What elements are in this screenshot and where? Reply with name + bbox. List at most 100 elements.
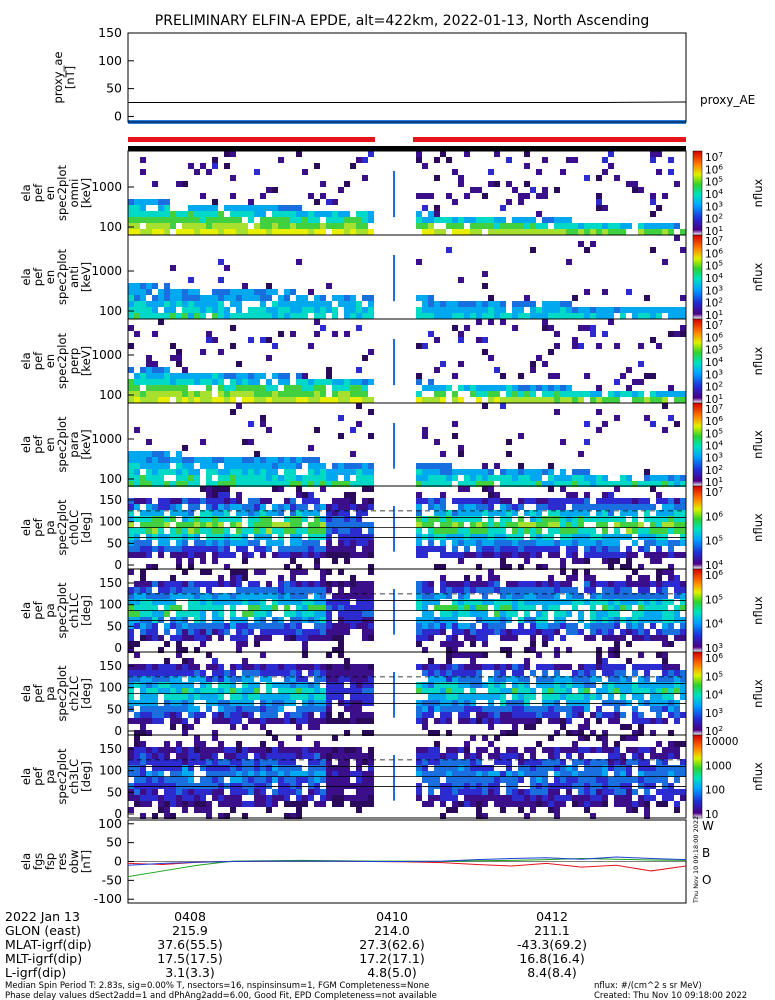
heatmap-cell <box>500 516 506 522</box>
heatmap-cell <box>542 617 548 623</box>
heatmap-cell <box>230 605 236 611</box>
heatmap-cell <box>242 789 248 795</box>
heatmap-cell <box>440 307 446 313</box>
colorbar-tick-label: 101 <box>705 224 723 238</box>
heatmap-cell <box>176 777 182 783</box>
heatmap-cell <box>518 753 524 759</box>
heatmap-cell <box>242 641 248 647</box>
heatmap-cell <box>290 223 296 229</box>
heatmap-cell <box>362 801 368 807</box>
heatmap-cell <box>572 599 578 605</box>
heatmap-cell <box>416 516 422 522</box>
heatmap-cell <box>266 801 272 807</box>
heatmap-cell <box>242 623 248 629</box>
heatmap-cell <box>428 581 434 587</box>
heatmap-cell <box>158 647 164 653</box>
heatmap-cell <box>572 747 578 753</box>
heatmap-cell <box>248 289 254 295</box>
heatmap-cell <box>320 765 326 771</box>
heatmap-cell <box>194 664 200 670</box>
heatmap-cell <box>344 307 350 313</box>
heatmap-cell <box>320 670 326 676</box>
heatmap-cell <box>326 706 332 712</box>
heatmap-cell <box>242 289 248 295</box>
heatmap-cell <box>662 229 668 235</box>
heatmap-cell <box>578 676 584 682</box>
heatmap-cell <box>416 223 422 229</box>
y-tick-label: 0 <box>114 558 122 572</box>
heatmap-cell <box>260 676 266 682</box>
heatmap-cell <box>164 313 170 319</box>
heatmap-cell <box>566 611 572 617</box>
heatmap-cell <box>236 498 242 504</box>
heatmap-cell <box>230 700 236 706</box>
heatmap-cell <box>500 510 506 516</box>
heatmap-cell <box>362 552 368 558</box>
heatmap-cell <box>488 741 494 747</box>
heatmap-cell <box>356 391 362 397</box>
heatmap-cell <box>242 385 248 391</box>
heatmap-cell <box>416 546 422 552</box>
heatmap-cell <box>302 211 308 217</box>
colorbar-tick-label: 102 <box>705 212 723 226</box>
heatmap-cell <box>452 391 458 397</box>
heatmap-cell <box>308 617 314 623</box>
heatmap-cell <box>512 397 518 403</box>
heatmap-cell <box>308 379 314 385</box>
heatmap-cell <box>224 718 230 724</box>
heatmap-cell <box>638 712 644 718</box>
heatmap-cell <box>326 373 332 379</box>
heatmap-cell <box>488 169 494 175</box>
heatmap-cell <box>608 498 614 504</box>
heatmap-cell <box>422 771 428 777</box>
heatmap-cell <box>500 777 506 783</box>
heatmap-cell <box>506 664 512 670</box>
heatmap-cell <box>584 789 590 795</box>
heatmap-cell <box>302 307 308 313</box>
colorbar-tick-label: 104 <box>705 617 723 631</box>
heatmap-cell <box>584 700 590 706</box>
heatmap-cell <box>488 718 494 724</box>
colorbar-tick-label: 106 <box>705 414 723 428</box>
heatmap-cell <box>236 641 242 647</box>
heatmap-cell <box>308 534 314 540</box>
heatmap-cell <box>434 510 440 516</box>
heatmap-cell <box>188 564 194 570</box>
y-axis-label: omni <box>67 179 81 208</box>
heatmap-cell <box>518 599 524 605</box>
heatmap-cell <box>362 694 368 700</box>
heatmap-cell <box>134 463 140 469</box>
heatmap-cell <box>176 373 182 379</box>
heatmap-cell <box>314 391 320 397</box>
panel-frames <box>127 32 703 904</box>
heatmap-cell <box>224 534 230 540</box>
heatmap-cell <box>254 534 260 540</box>
heatmap-cell <box>302 229 308 235</box>
heatmap-cell <box>272 771 278 777</box>
heatmap-cell <box>602 331 608 337</box>
heatmap-cell <box>230 295 236 301</box>
heatmap-cell <box>614 379 620 385</box>
heatmap-cell <box>416 307 422 313</box>
heatmap-cell <box>428 295 434 301</box>
heatmap-cell <box>290 552 296 558</box>
heatmap-cell <box>524 771 530 777</box>
heatmap-cell <box>290 205 296 211</box>
heatmap-cell <box>578 795 584 801</box>
heatmap-cell <box>224 546 230 552</box>
heatmap-cell <box>272 510 278 516</box>
heatmap-cell <box>134 599 140 605</box>
heatmap-cell <box>194 605 200 611</box>
heatmap-cell <box>644 629 650 635</box>
heatmap-cell <box>200 765 206 771</box>
heatmap-cell <box>338 783 344 789</box>
heatmap-cell <box>278 463 284 469</box>
heatmap-cell <box>656 789 662 795</box>
heatmap-cell <box>638 771 644 777</box>
heatmap-cell <box>194 747 200 753</box>
heatmap-cell <box>134 391 140 397</box>
heatmap-cell <box>548 481 554 487</box>
heatmap-cell <box>236 753 242 759</box>
heatmap-cell <box>458 783 464 789</box>
heatmap-cell <box>272 712 278 718</box>
